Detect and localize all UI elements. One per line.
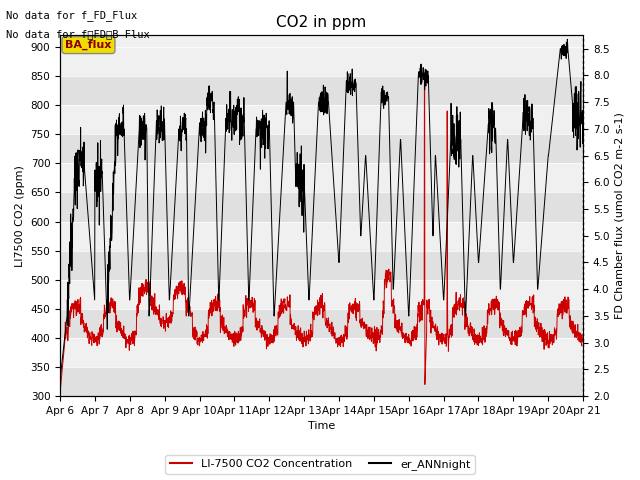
Y-axis label: LI7500 CO2 (ppm): LI7500 CO2 (ppm) <box>15 165 25 267</box>
Bar <box>60 192 583 222</box>
Bar <box>60 309 583 338</box>
Bar <box>60 76 583 105</box>
Bar <box>60 367 583 396</box>
Text: BA_flux: BA_flux <box>65 40 111 50</box>
Bar <box>60 251 583 280</box>
Bar <box>60 134 583 163</box>
Title: CO2 in ppm: CO2 in ppm <box>276 15 367 30</box>
Text: No data for f_FD_Flux: No data for f_FD_Flux <box>6 10 138 21</box>
Legend: LI-7500 CO2 Concentration, er_ANNnight: LI-7500 CO2 Concentration, er_ANNnight <box>165 455 475 474</box>
X-axis label: Time: Time <box>308 421 335 432</box>
Y-axis label: FD Chamber flux (umol CO2 m-2 s-1): FD Chamber flux (umol CO2 m-2 s-1) <box>615 112 625 319</box>
Text: No data for f͟FD͟B Flux: No data for f͟FD͟B Flux <box>6 29 150 39</box>
